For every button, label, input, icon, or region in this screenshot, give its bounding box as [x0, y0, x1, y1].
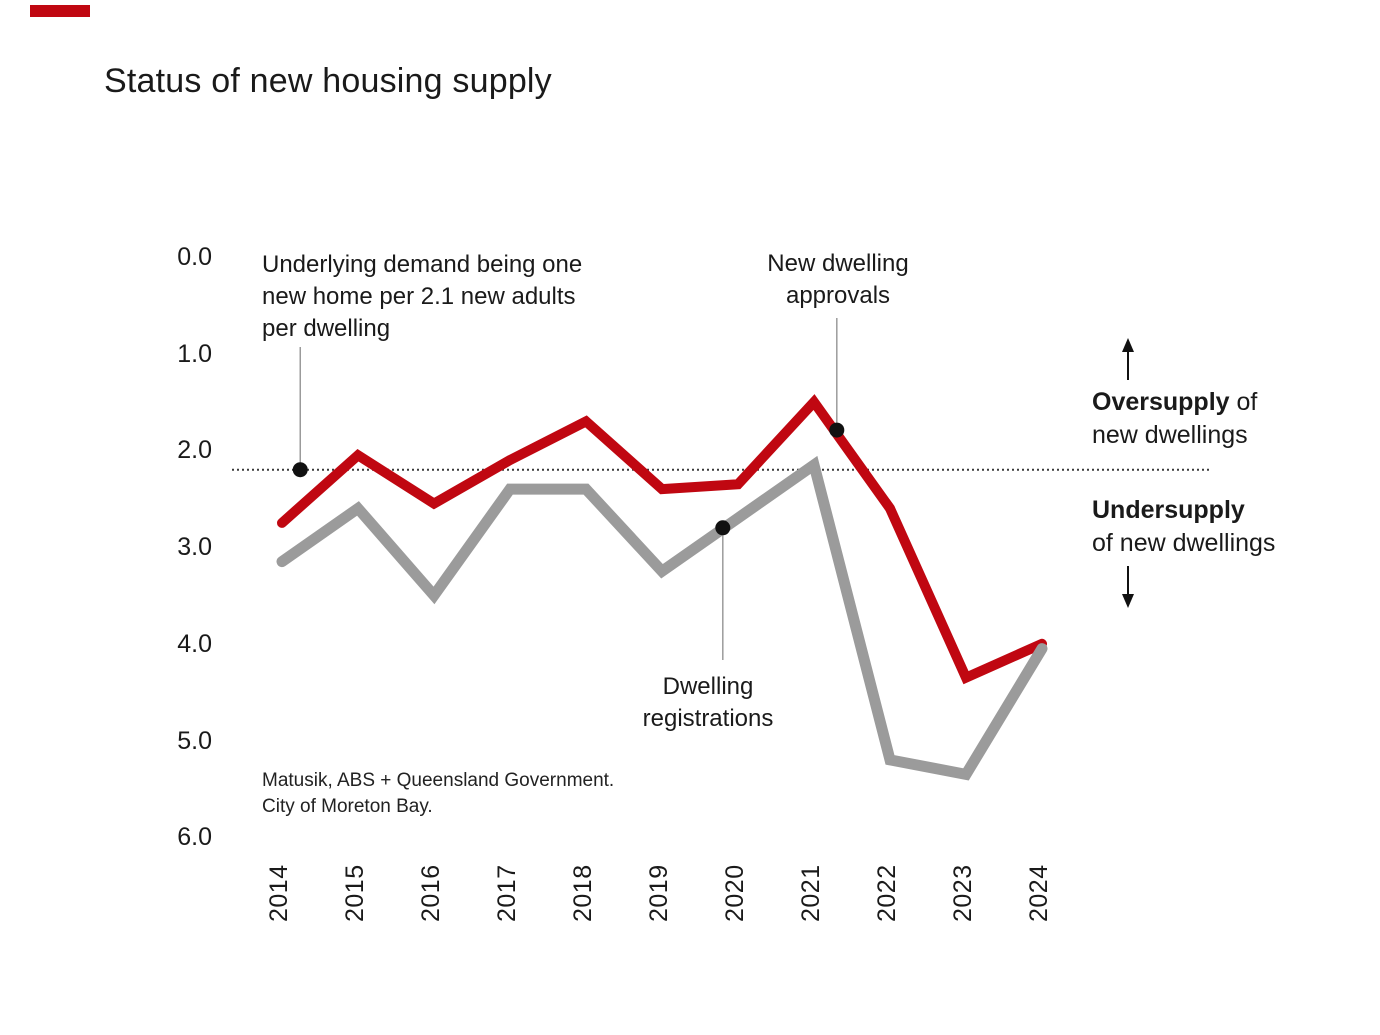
undersupply-line2: of new dwellings: [1092, 529, 1276, 557]
x-tick-label: 2023: [949, 864, 977, 922]
approvals-line: [277, 394, 1047, 685]
y-tick-label: 6.0: [177, 823, 212, 852]
source-line-1: Matusik, ABS + Queensland Government.: [262, 770, 615, 791]
x-tick-label: 2014: [265, 864, 293, 922]
x-tick-label: 2020: [721, 864, 749, 922]
y-tick-label: 4.0: [177, 629, 212, 658]
oversupply-line2: new dwellings: [1092, 421, 1248, 449]
oversupply-rest: of: [1229, 388, 1258, 416]
oversupply-up-arrow-icon-head: [1122, 338, 1134, 352]
page-title: Status of new housing supply: [104, 62, 552, 100]
underlying-demand-dot: [292, 462, 308, 478]
y-tick-label: 3.0: [177, 533, 212, 562]
x-tick-label: 2021: [797, 864, 825, 922]
source-line-2: City of Moreton Bay.: [262, 796, 433, 817]
y-tick-label: 0.0: [177, 243, 212, 271]
x-tick-label: 2018: [569, 864, 597, 922]
undersupply-region-label: Undersupply of new dwellings: [1092, 494, 1302, 560]
registrations-series-label: Dwelling registrations: [642, 673, 774, 732]
approvals-dot: [829, 422, 845, 438]
y-tick-label: 2.0: [177, 436, 212, 465]
undersupply-word: Undersupply: [1092, 496, 1245, 524]
registrations-line: [276, 455, 1048, 781]
y-tick-label: 5.0: [177, 726, 212, 755]
x-tick-label: 2016: [417, 864, 445, 922]
approvals-series-label: New dwelling approvals: [767, 250, 909, 309]
oversupply-word: Oversupply: [1092, 388, 1230, 416]
x-tick-label: 2015: [341, 864, 369, 922]
underlying-demand-annotation: Underlying demand being one new home per…: [262, 251, 583, 342]
undersupply-down-arrow-icon-head: [1122, 594, 1134, 608]
x-tick-label: 2017: [493, 864, 521, 922]
x-tick-label: 2019: [645, 864, 673, 922]
y-tick-label: 1.0: [177, 339, 212, 368]
registrations-dot: [715, 520, 731, 536]
x-tick-label: 2024: [1025, 864, 1053, 922]
oversupply-region-label: Oversupply of new dwellings: [1092, 386, 1302, 452]
source-note: Matusik, ABS + Queensland Government. Ci…: [262, 768, 614, 820]
x-tick-label: 2022: [873, 864, 901, 922]
brand-accent-bar: [30, 5, 90, 17]
